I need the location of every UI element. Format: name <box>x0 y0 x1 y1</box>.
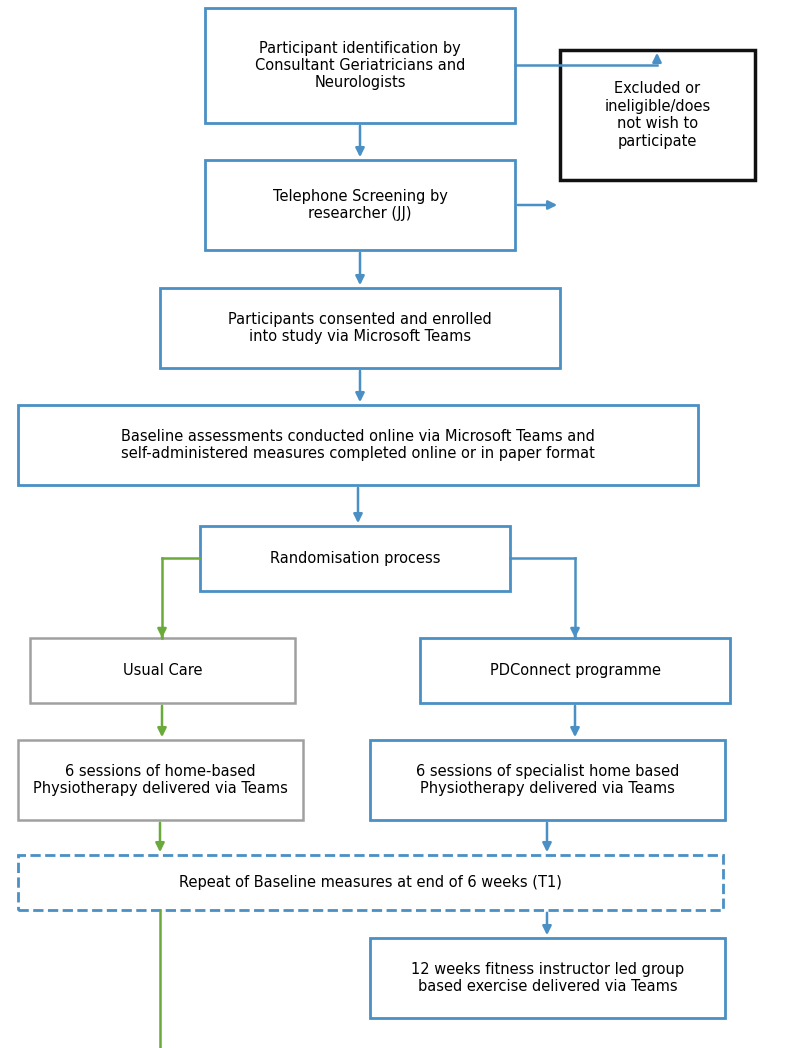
FancyBboxPatch shape <box>370 938 725 1018</box>
FancyBboxPatch shape <box>560 50 755 180</box>
FancyBboxPatch shape <box>205 8 515 123</box>
Text: PDConnect programme: PDConnect programme <box>490 663 661 678</box>
Text: Baseline assessments conducted online via Microsoft Teams and
self-administered : Baseline assessments conducted online vi… <box>121 429 595 461</box>
FancyBboxPatch shape <box>420 638 730 703</box>
FancyBboxPatch shape <box>370 740 725 820</box>
Text: Participant identification by
Consultant Geriatricians and
Neurologists: Participant identification by Consultant… <box>255 41 465 90</box>
Text: Telephone Screening by
researcher (JJ): Telephone Screening by researcher (JJ) <box>273 189 447 221</box>
FancyBboxPatch shape <box>160 288 560 368</box>
FancyBboxPatch shape <box>30 638 295 703</box>
FancyBboxPatch shape <box>205 160 515 250</box>
Text: Excluded or
ineligible/does
not wish to
participate: Excluded or ineligible/does not wish to … <box>604 82 710 149</box>
Text: Participants consented and enrolled
into study via Microsoft Teams: Participants consented and enrolled into… <box>228 312 492 344</box>
FancyBboxPatch shape <box>200 526 510 591</box>
FancyBboxPatch shape <box>18 405 698 485</box>
Text: Repeat of Baseline measures at end of 6 weeks (T1): Repeat of Baseline measures at end of 6 … <box>179 875 562 890</box>
Text: 6 sessions of specialist home based
Physiotherapy delivered via Teams: 6 sessions of specialist home based Phys… <box>416 764 679 796</box>
FancyBboxPatch shape <box>18 855 723 910</box>
Text: 12 weeks fitness instructor led group
based exercise delivered via Teams: 12 weeks fitness instructor led group ba… <box>411 962 684 995</box>
Text: Randomisation process: Randomisation process <box>270 551 440 566</box>
Text: Usual Care: Usual Care <box>122 663 202 678</box>
Text: 6 sessions of home-based
Physiotherapy delivered via Teams: 6 sessions of home-based Physiotherapy d… <box>33 764 288 796</box>
FancyBboxPatch shape <box>18 740 303 820</box>
